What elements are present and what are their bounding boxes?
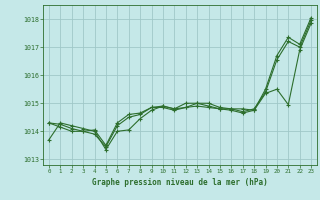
- X-axis label: Graphe pression niveau de la mer (hPa): Graphe pression niveau de la mer (hPa): [92, 178, 268, 187]
